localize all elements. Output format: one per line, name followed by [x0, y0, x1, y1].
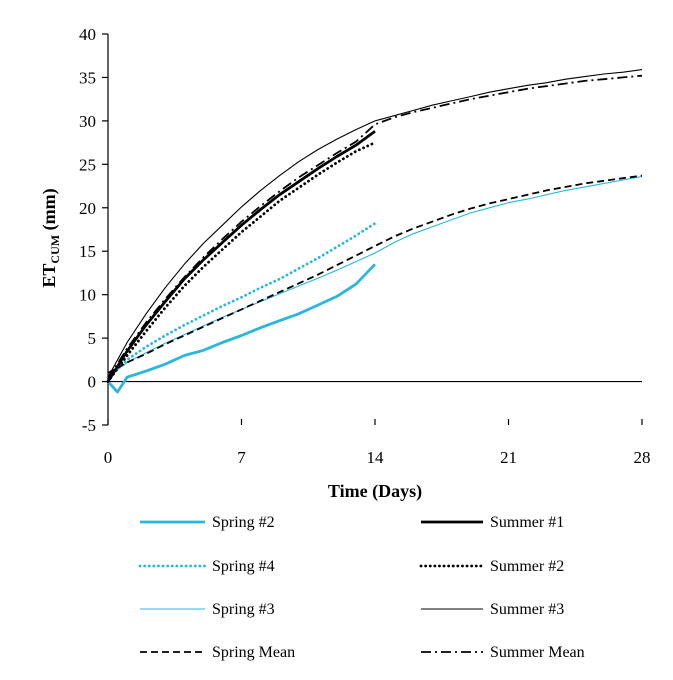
- y-tick-label: 15: [79, 242, 96, 261]
- legend-label: Spring Mean: [212, 644, 295, 661]
- legend-label: Summer #1: [490, 514, 564, 531]
- x-tick-label: 21: [500, 448, 517, 467]
- x-tick-label: 14: [367, 448, 385, 467]
- y-tick-label: 10: [79, 286, 96, 305]
- series-line-spring-mean: [107, 174, 643, 374]
- x-axis-title: Time (Days): [328, 481, 422, 502]
- legend-entry-spring-4: Spring #4: [138, 558, 275, 575]
- series-line-spring-2: [106, 263, 377, 394]
- y-axis-title: ETCUM (mm): [39, 188, 62, 287]
- legend-entry-summer-3: Summer #3: [421, 601, 564, 618]
- y-tick-label: 30: [79, 112, 96, 131]
- y-axis-title-unit: (mm): [39, 188, 60, 234]
- x-tick-label: 28: [634, 448, 651, 467]
- legend-entry-summer-2: Summer #2: [419, 558, 564, 575]
- legend-entry-spring-mean: Spring Mean: [140, 644, 295, 661]
- y-axis-ticks: -5 0 5 10 15 20 25 30 35 40: [79, 25, 108, 435]
- legend-entry-summer-mean: Summer Mean: [421, 644, 585, 661]
- series-line-summer-1: [106, 130, 376, 383]
- y-tick-label: 20: [79, 199, 96, 218]
- y-tick-label: 5: [88, 329, 97, 348]
- x-tick-label: 0: [104, 448, 113, 467]
- legend-label: Summer #3: [490, 601, 564, 618]
- legend-label: Summer Mean: [490, 644, 585, 661]
- series-line-summer-2: [106, 141, 377, 384]
- y-tick-label: 40: [79, 25, 96, 44]
- y-axis-title-subscript: CUM: [48, 235, 62, 264]
- legend-entry-summer-1: Summer #1: [421, 514, 564, 531]
- y-tick-label: 25: [79, 155, 96, 174]
- legend-label: Spring #3: [212, 601, 275, 618]
- legend: Spring #2 Summer #1 Spring #4 Summer #2 Spri…: [138, 514, 585, 661]
- y-axis-title-main: ET: [39, 264, 59, 288]
- y-tick-label: 0: [88, 373, 97, 392]
- legend-label: Spring #4: [212, 558, 275, 575]
- series-line-summer-3: [107, 69, 643, 378]
- x-tick-label: 7: [237, 448, 246, 467]
- legend-label: Summer #2: [490, 558, 564, 575]
- legend-entry-spring-2: Spring #2: [140, 514, 275, 531]
- series-lines: [106, 69, 643, 394]
- x-axis-ticks: 0 7 14 21 28: [104, 419, 651, 467]
- y-tick-label: 35: [79, 68, 96, 87]
- series-line-spring-4: [106, 221, 377, 379]
- legend-label: Spring #2: [212, 514, 275, 531]
- legend-entry-spring-3: Spring #3: [140, 601, 275, 618]
- y-tick-label: -5: [82, 416, 96, 435]
- series-line-summer-mean: [107, 74, 643, 380]
